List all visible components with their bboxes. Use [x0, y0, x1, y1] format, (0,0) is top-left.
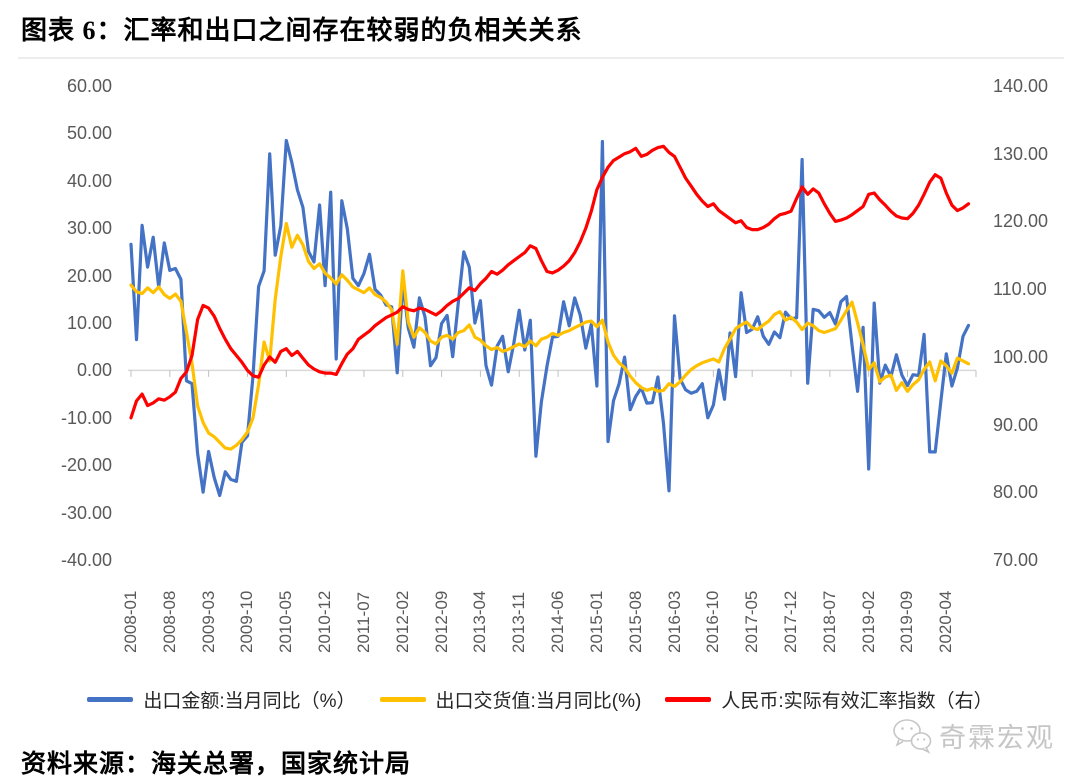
x-axis-label: 2009-03 [198, 590, 218, 653]
y-axis-label-right: 70.00 [993, 550, 1039, 570]
y-axis-label-left: -40.00 [60, 550, 112, 570]
series-line [129, 221, 971, 451]
series-line [129, 144, 971, 420]
y-axis-label-right: 80.00 [993, 482, 1039, 503]
legend-label: 出口交货值:当月同比(%) [435, 691, 642, 712]
x-axis-label: 2017-05 [742, 590, 762, 653]
x-axis-label: 2008-08 [159, 590, 179, 653]
x-axis-label: 2010-12 [315, 590, 335, 653]
data-source-note: 资料来源：海关总署，国家统计局 [21, 751, 412, 778]
y-axis-label-left: 60.00 [66, 76, 112, 96]
red-line-swatch-icon [665, 697, 712, 702]
y-axis-label-left: -30.00 [60, 502, 112, 523]
y-axis-label-right: 90.00 [993, 414, 1039, 435]
x-axis-label: 2013-11 [509, 591, 529, 653]
x-axis-label: 2014-06 [548, 590, 568, 653]
x-axis-label: 2012-02 [392, 590, 412, 653]
title-divider [18, 57, 1064, 59]
chart-title: 图表 6：汇率和出口之间存在较弱的负相关关系 [21, 16, 583, 45]
y-axis-label-left: -10.00 [60, 407, 112, 428]
x-axis-label: 2017-12 [781, 590, 801, 653]
y-axis-label-right: 140.00 [993, 76, 1049, 96]
legend-item-export-delivery: 出口交货值:当月同比(%) [379, 686, 642, 713]
series-line [129, 138, 971, 498]
y-axis-label-left: 50.00 [66, 123, 112, 144]
blue-line-swatch-icon [87, 697, 134, 702]
x-axis-label: 2015-01 [586, 590, 606, 653]
chart-legend: 出口金额:当月同比（%） 出口交货值:当月同比(%) 人民币:实际有效汇率指数（… [0, 686, 1080, 713]
legend-item-export-value: 出口金额:当月同比（%） [87, 686, 356, 713]
x-axis-label: 2012-09 [431, 590, 451, 653]
yellow-line-swatch-icon [379, 697, 426, 702]
y-axis-label-right: 100.00 [993, 346, 1049, 367]
wechat-icon [893, 718, 932, 754]
y-axis-label-left: 30.00 [66, 218, 112, 239]
y-axis-label-left: -20.00 [60, 455, 112, 476]
y-axis-label-right: 120.00 [993, 211, 1049, 232]
y-axis-label-left: 40.00 [66, 170, 112, 191]
y-axis-label-left: 20.00 [66, 265, 112, 286]
legend-label: 出口金额:当月同比（%） [143, 691, 356, 712]
x-axis-label: 2020-04 [936, 590, 956, 653]
legend-label: 人民币:实际有效汇率指数（右） [721, 691, 993, 712]
x-axis-label: 2011-07 [353, 591, 373, 653]
x-axis-label: 2016-10 [703, 590, 723, 653]
y-axis-label-right: 130.00 [993, 143, 1049, 164]
x-axis-label: 2016-03 [664, 590, 684, 653]
y-axis-label-left: 10.00 [66, 313, 112, 333]
x-axis-label: 2018-07 [819, 590, 839, 653]
watermark-text: 奇霖宏观 [939, 723, 1055, 753]
y-axis-label-left: 0.00 [76, 360, 112, 381]
x-axis-label: 2019-09 [897, 590, 917, 653]
watermark: 奇霖宏观 [891, 716, 1055, 755]
x-axis-label: 2008-01 [121, 590, 140, 653]
y-axis-label-right: 110.00 [993, 279, 1047, 300]
x-axis-label: 2010-05 [276, 590, 296, 653]
legend-item-reer: 人民币:实际有效汇率指数（右） [665, 686, 993, 713]
x-axis-label: 2013-04 [470, 590, 490, 653]
x-axis-label: 2009-10 [237, 590, 257, 653]
x-axis-label: 2015-08 [625, 590, 645, 653]
x-axis-label: 2019-02 [858, 590, 878, 653]
